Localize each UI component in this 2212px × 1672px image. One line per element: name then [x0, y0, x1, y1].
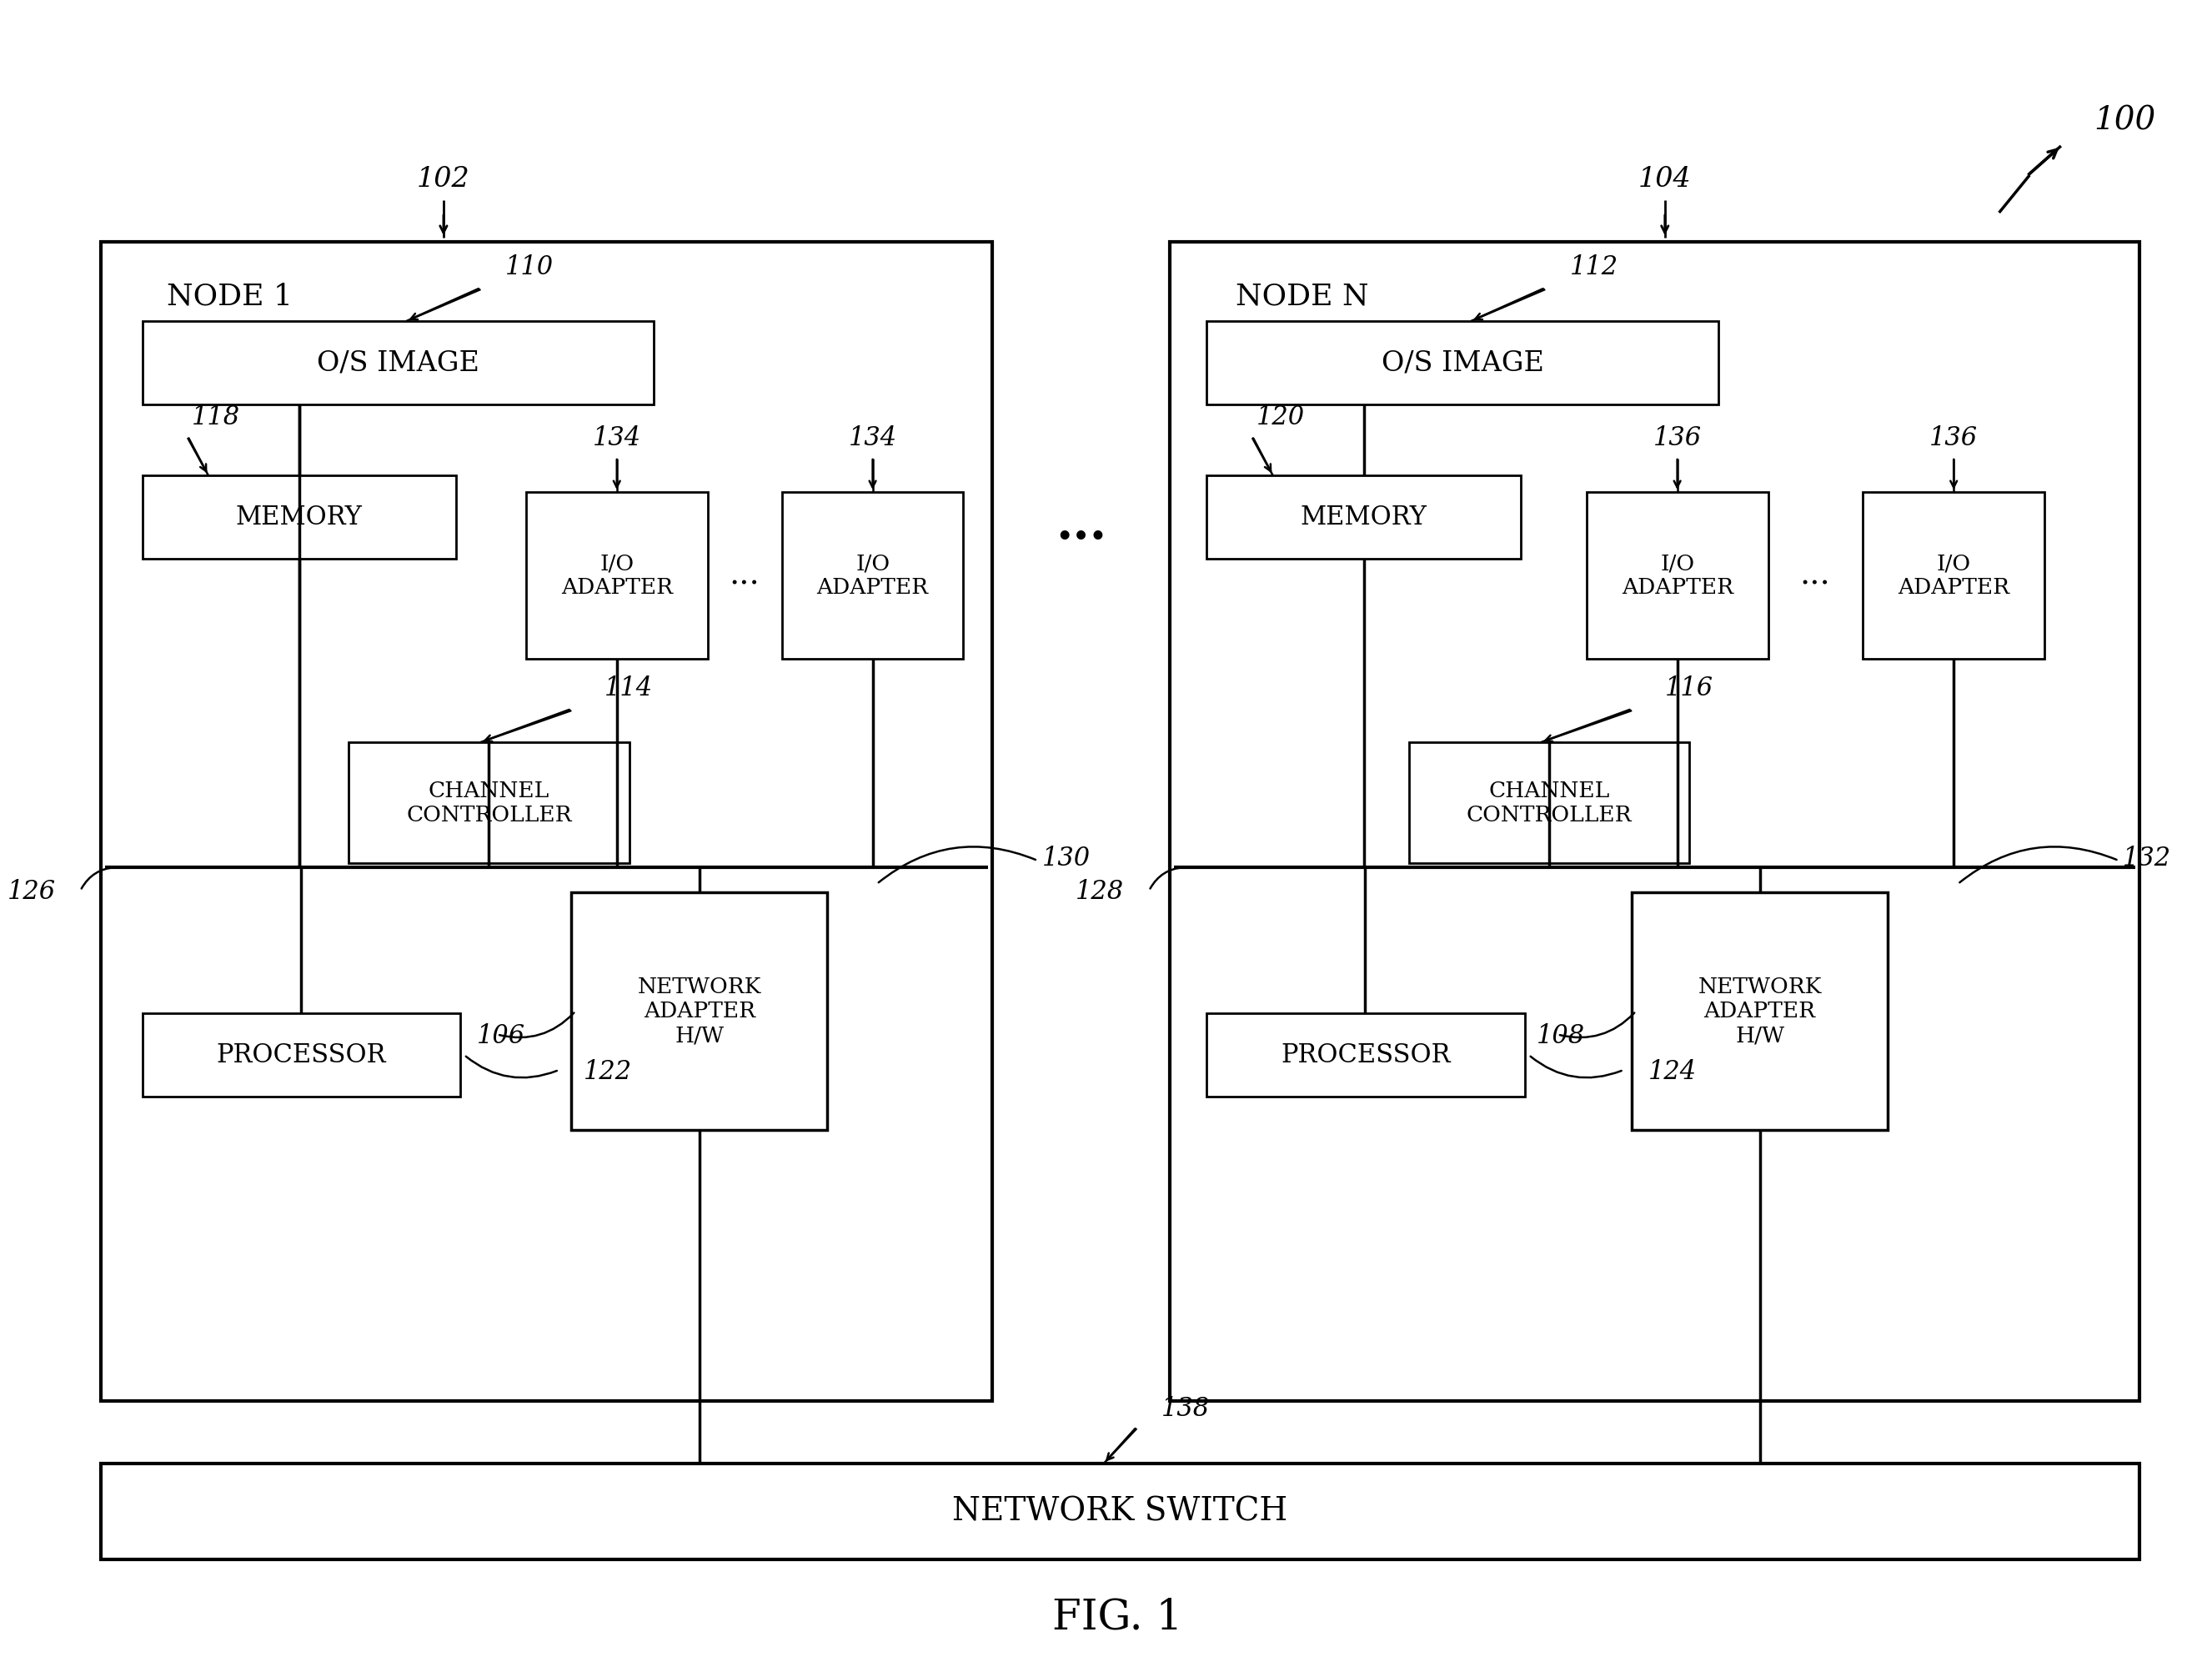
Text: CHANNEL
CONTROLLER: CHANNEL CONTROLLER: [407, 781, 571, 826]
Bar: [1409, 742, 1690, 863]
Bar: [1586, 492, 1767, 659]
Text: O/S IMAGE: O/S IMAGE: [316, 349, 480, 376]
Bar: [102, 1463, 2139, 1560]
Text: FIG. 1: FIG. 1: [1053, 1597, 1183, 1639]
Text: NODE 1: NODE 1: [168, 283, 292, 311]
Bar: [1632, 893, 1887, 1130]
Text: MEMORY: MEMORY: [237, 503, 363, 530]
Text: 134: 134: [849, 425, 896, 451]
Text: 114: 114: [604, 675, 653, 701]
Text: I/O
ADAPTER: I/O ADAPTER: [1621, 553, 1732, 599]
Bar: [142, 475, 456, 558]
Text: 124: 124: [1648, 1058, 1697, 1085]
Text: 102: 102: [416, 166, 471, 192]
Text: NODE N: NODE N: [1237, 283, 1369, 311]
Bar: [142, 1013, 460, 1097]
Text: I/O
ADAPTER: I/O ADAPTER: [816, 553, 929, 599]
Bar: [1208, 475, 1520, 558]
Bar: [1208, 321, 1719, 405]
Text: I/O
ADAPTER: I/O ADAPTER: [1898, 553, 2008, 599]
Bar: [1863, 492, 2044, 659]
Text: ...: ...: [1801, 560, 1829, 590]
Text: 126: 126: [7, 879, 55, 905]
Text: 112: 112: [1571, 254, 1619, 279]
Text: 104: 104: [1639, 166, 1692, 192]
Text: I/O
ADAPTER: I/O ADAPTER: [562, 553, 672, 599]
Text: 136: 136: [1652, 425, 1701, 451]
Text: 136: 136: [1929, 425, 1978, 451]
Text: PROCESSOR: PROCESSOR: [217, 1042, 385, 1068]
Text: 134: 134: [593, 425, 641, 451]
Text: 128: 128: [1075, 879, 1124, 905]
Text: ...: ...: [1055, 502, 1106, 548]
Text: 108: 108: [1537, 1023, 1586, 1048]
Text: 120: 120: [1256, 405, 1305, 430]
Bar: [142, 321, 655, 405]
Bar: [571, 893, 827, 1130]
Bar: [1170, 242, 2139, 1401]
Text: CHANNEL
CONTROLLER: CHANNEL CONTROLLER: [1467, 781, 1632, 826]
Bar: [781, 492, 964, 659]
Text: ...: ...: [730, 560, 761, 590]
Bar: [1208, 1013, 1524, 1097]
Text: 118: 118: [192, 405, 241, 430]
Text: PROCESSOR: PROCESSOR: [1281, 1042, 1451, 1068]
Bar: [349, 742, 628, 863]
Text: NETWORK
ADAPTER
H/W: NETWORK ADAPTER H/W: [637, 976, 761, 1045]
Text: 138: 138: [1161, 1396, 1210, 1423]
Text: O/S IMAGE: O/S IMAGE: [1382, 349, 1544, 376]
Text: 130: 130: [1042, 846, 1091, 871]
Text: NETWORK SWITCH: NETWORK SWITCH: [953, 1496, 1287, 1527]
Text: NETWORK
ADAPTER
H/W: NETWORK ADAPTER H/W: [1699, 976, 1823, 1045]
Text: 132: 132: [2124, 846, 2172, 871]
Text: 100: 100: [2095, 105, 2157, 137]
Text: 116: 116: [1666, 675, 1714, 701]
Bar: [526, 492, 708, 659]
Text: 110: 110: [504, 254, 553, 279]
Bar: [102, 242, 993, 1401]
Text: 122: 122: [584, 1058, 633, 1085]
Text: MEMORY: MEMORY: [1301, 503, 1427, 530]
Text: 106: 106: [476, 1023, 524, 1048]
